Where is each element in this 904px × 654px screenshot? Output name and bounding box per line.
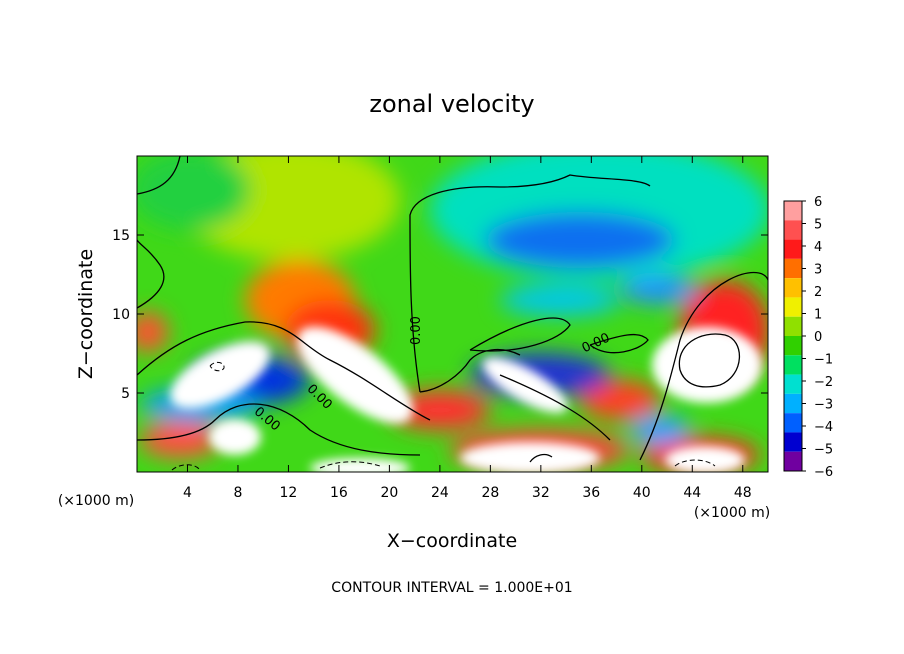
colorbar-tick-label: 0 — [814, 330, 822, 345]
colorbar-tick-label: 3 — [814, 263, 822, 278]
x-tick-label: 40 — [633, 485, 651, 501]
colorbar-swatch — [784, 355, 802, 375]
colorbar-swatch — [784, 336, 802, 356]
colorbar-tick-label: −5 — [814, 443, 833, 458]
y-axis: 5 10 15 — [112, 228, 768, 402]
colorbar-tick-label: −2 — [814, 375, 833, 390]
y-tick-label: 15 — [112, 228, 130, 244]
colorbar-swatch — [784, 316, 802, 336]
x-tick-label: 8 — [233, 485, 242, 501]
colorbar-tick-label: 4 — [814, 240, 822, 255]
colorbar-swatch — [784, 278, 802, 298]
colorbar-swatch — [784, 451, 802, 471]
x-tick-label: 32 — [532, 485, 550, 501]
x-tick-label: 16 — [330, 485, 348, 501]
colorbar-swatch — [784, 393, 802, 414]
colorbar-swatch — [784, 258, 802, 279]
contour-label: 0.00 — [409, 316, 424, 345]
colorbar-tick-label: −6 — [814, 465, 833, 480]
x-tick-label: 48 — [734, 485, 752, 501]
x-tick-label: 4 — [183, 485, 192, 501]
colorbar-swatch — [784, 432, 802, 452]
y-tick-label: 5 — [121, 386, 130, 402]
contour-lines — [137, 156, 768, 463]
colorbar-swatch — [784, 413, 802, 433]
heatmap-field — [137, 156, 768, 472]
colorbar: 6 5 4 3 2 1 0 −1 −2 −3 −4 −5 −6 — [783, 195, 833, 480]
colorbar-swatch — [784, 220, 802, 240]
x-tick-label: 20 — [380, 485, 398, 501]
colorbar-tick-label: −1 — [814, 353, 833, 368]
y-axis-label: Z−coordinate — [75, 249, 97, 379]
colorbar-tick-label: −3 — [814, 398, 833, 413]
colorbar-swatch — [784, 239, 802, 259]
colorbar-swatch — [784, 297, 802, 317]
x-axis-label: X−coordinate — [387, 530, 517, 552]
x-unit-label: (×1000 m) — [694, 505, 770, 521]
y-tick-label: 10 — [112, 307, 130, 323]
y-unit-label: (×1000 m) — [58, 493, 134, 509]
colorbar-tick-label: 1 — [814, 308, 822, 323]
colorbar-tick-label: 2 — [814, 285, 822, 300]
chart-title: zonal velocity — [369, 90, 534, 118]
x-tick-label: 36 — [582, 485, 600, 501]
x-tick-label: 28 — [481, 485, 499, 501]
colorbar-tick-label: 6 — [814, 195, 822, 210]
colorbar-swatch — [784, 201, 802, 221]
colorbar-tick-label: −4 — [814, 420, 833, 435]
colorbar-tick-label: 5 — [814, 218, 822, 233]
x-tick-label: 44 — [683, 485, 701, 501]
x-axis: 4 8 12 16 20 24 28 32 36 40 44 48 — [183, 156, 752, 501]
x-tick-label: 24 — [431, 485, 449, 501]
x-tick-label: 12 — [280, 485, 298, 501]
contour-interval-note: CONTOUR INTERVAL = 1.000E+01 — [331, 580, 572, 596]
colorbar-swatch — [784, 374, 802, 394]
